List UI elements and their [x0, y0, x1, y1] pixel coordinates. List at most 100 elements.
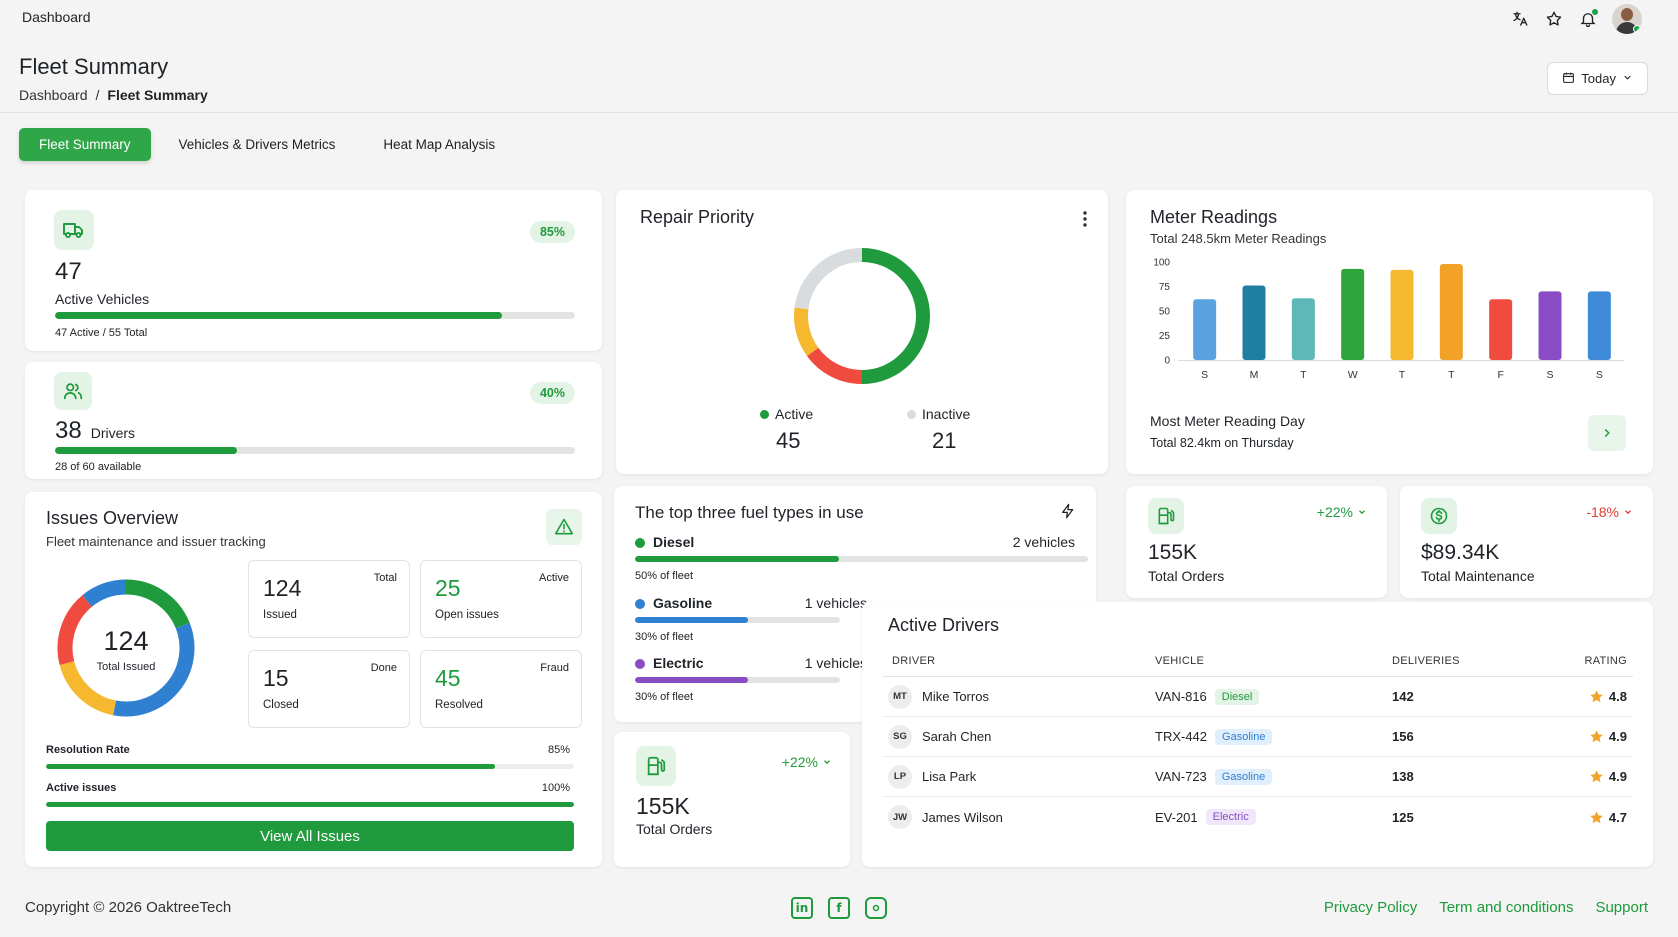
warning-icon[interactable]	[546, 509, 582, 545]
stat-open-tag: Active	[539, 572, 569, 584]
x-tick-label: F	[1497, 369, 1503, 381]
driver-name: Mike Torros	[922, 689, 989, 704]
privacy-policy-link[interactable]: Privacy Policy	[1323, 899, 1418, 916]
legend-inactive-label: Inactive	[922, 406, 971, 422]
topbar-breadcrumb[interactable]: Dashboard	[22, 9, 91, 25]
meter-readings-card: Meter Readings Total 248.5km Meter Readi…	[1126, 190, 1653, 474]
deliveries-cell: 125	[1392, 809, 1414, 825]
fuel-diesel-name: Diesel	[635, 534, 694, 550]
view-all-issues-button[interactable]: View All Issues	[46, 821, 574, 851]
active-issues-label: Active issues	[46, 782, 117, 794]
users-icon	[54, 372, 92, 410]
fuel-gasoline-label: Gasoline	[653, 595, 713, 611]
stat-resolved-tag: Fraud	[540, 662, 569, 674]
meter-bar[interactable]	[1587, 291, 1611, 360]
y-tick-label: 50	[1159, 307, 1171, 318]
meter-bar[interactable]	[1242, 285, 1266, 360]
driver-cell: MT Mike Torros	[883, 684, 1155, 709]
social-links: in f	[791, 897, 887, 919]
fuel-electric-label: Electric	[653, 655, 704, 671]
meter-bar[interactable]	[1291, 298, 1315, 360]
drivers-percent-badge: 40%	[529, 382, 575, 404]
fuel-gasoline-name: Gasoline	[635, 595, 712, 611]
fuel-gasoline-fill	[635, 617, 748, 623]
column-header-deliveries[interactable]: DELIVERIES	[1392, 654, 1460, 667]
stat-total-tag: Total	[373, 572, 397, 584]
meter-bar[interactable]	[1538, 291, 1562, 360]
breadcrumb-dashboard-link[interactable]: Dashboard	[19, 87, 88, 103]
x-tick-label: S	[1546, 369, 1553, 381]
chevron-down-icon	[1625, 510, 1631, 515]
stat-total-value: 124	[263, 575, 302, 601]
fuel-pump-icon	[636, 746, 676, 786]
table-row[interactable]: MT Mike Torros VAN-816 Diesel 142 4.8	[883, 677, 1633, 717]
notification-bell-icon[interactable]	[1578, 9, 1598, 29]
date-filter-dropdown[interactable]: Today	[1547, 62, 1648, 95]
table-row[interactable]: SG Sarah Chen TRX-442 Gasoline 156 4.9	[883, 717, 1633, 757]
x-tick-label: W	[1348, 369, 1358, 381]
tab-heat-map-analysis[interactable]: Heat Map Analysis	[383, 137, 496, 152]
fuel-diesel-progress	[635, 556, 1088, 562]
meter-bar[interactable]	[1439, 263, 1463, 360]
linkedin-icon[interactable]: in	[791, 897, 813, 919]
meter-bar[interactable]	[1341, 268, 1365, 360]
resolution-rate-value: 85%	[547, 744, 570, 756]
stat-resolved: 45 Resolved Fraud	[420, 650, 582, 728]
support-link[interactable]: Support	[1595, 899, 1648, 916]
issues-donut-segment	[57, 595, 93, 666]
online-status-dot	[1633, 25, 1641, 33]
meter-readings-next-button[interactable]	[1588, 415, 1626, 451]
tab-vehicles-drivers-metrics[interactable]: Vehicles & Drivers Metrics	[178, 137, 336, 152]
maintenance-value: $89.34K	[1421, 541, 1500, 564]
column-header-rating[interactable]: RATING	[1584, 654, 1627, 667]
column-header-vehicle[interactable]: VEHICLE	[1155, 654, 1205, 667]
fuel-diesel-share: 50% of fleet	[635, 570, 694, 582]
issues-donut-value: 124	[103, 626, 149, 656]
tab-fleet-summary[interactable]: Fleet Summary	[19, 128, 151, 161]
driver-name: Sarah Chen	[922, 729, 992, 744]
star-icon[interactable]	[1544, 9, 1564, 29]
table-row[interactable]: JW James Wilson EV-201 Electric 125 4.7	[883, 797, 1633, 837]
fuel-diesel-label: Diesel	[653, 534, 695, 550]
meter-readings-subtitle: Total 248.5km Meter Readings	[1150, 231, 1327, 246]
x-tick-label: T	[1448, 369, 1455, 381]
issues-title: Issues Overview	[46, 508, 179, 528]
resolution-rate-progress	[46, 764, 574, 769]
orders-card: +22% 155K Total Orders	[1126, 486, 1387, 598]
translate-icon[interactable]	[1510, 9, 1530, 29]
resolution-rate-fill	[46, 764, 495, 769]
y-tick-label: 25	[1159, 331, 1171, 342]
user-avatar[interactable]	[1612, 4, 1642, 34]
y-tick-label: 100	[1153, 258, 1170, 269]
terms-link[interactable]: Term and conditions	[1439, 899, 1574, 916]
facebook-icon[interactable]: f	[828, 897, 850, 919]
column-header-driver[interactable]: DRIVER	[892, 654, 936, 667]
meter-readings-chart: 0 25 50 75 100 S M T W T T F S S	[1153, 258, 1624, 381]
chevron-down-icon	[1359, 510, 1365, 515]
active-issues-fill	[46, 802, 574, 807]
more-options-icon[interactable]	[1082, 210, 1088, 233]
rating-cell: 4.7	[1562, 810, 1627, 825]
meter-bar[interactable]	[1390, 269, 1414, 360]
table-row[interactable]: LP Lisa Park VAN-723 Gasoline 138 4.9	[883, 757, 1633, 797]
active-vehicles-label: Active Vehicles	[55, 291, 150, 307]
rating-cell: 4.9	[1562, 769, 1627, 784]
driver-cell: JW James Wilson	[883, 805, 1155, 829]
x-tick-label: S	[1201, 369, 1208, 381]
meter-bar[interactable]	[1193, 299, 1217, 360]
stat-closed-tag: Done	[370, 662, 397, 674]
drivers-progress	[55, 447, 575, 454]
drivers-progress-fill	[55, 447, 237, 454]
maintenance-change: -18%	[1586, 504, 1633, 520]
active-drivers-card: Active Drivers DRIVER VEHICLE DELIVERIES…	[862, 602, 1653, 867]
meter-bar[interactable]	[1489, 299, 1513, 360]
drivers-summary: 38 Drivers	[55, 417, 135, 445]
repair-donut-segment	[861, 248, 930, 384]
star-rating-icon	[1590, 770, 1603, 783]
instagram-icon[interactable]	[865, 897, 887, 919]
copyright-text: Copyright © 2026 OaktreeTech	[25, 899, 232, 916]
driver-initials-avatar: MT	[888, 684, 912, 709]
repair-priority-card: Repair Priority Active 45 Inactive 21	[616, 190, 1108, 474]
issues-donut-segment	[82, 579, 127, 607]
active-issues-progress	[46, 802, 574, 807]
